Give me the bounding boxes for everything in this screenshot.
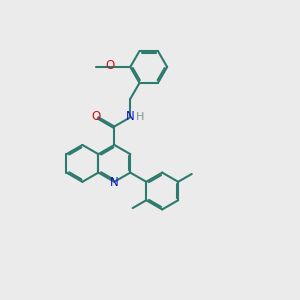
Text: N: N xyxy=(126,110,135,123)
Text: H: H xyxy=(136,112,145,122)
Text: N: N xyxy=(110,176,119,190)
Text: O: O xyxy=(106,59,115,72)
Text: O: O xyxy=(92,110,101,123)
